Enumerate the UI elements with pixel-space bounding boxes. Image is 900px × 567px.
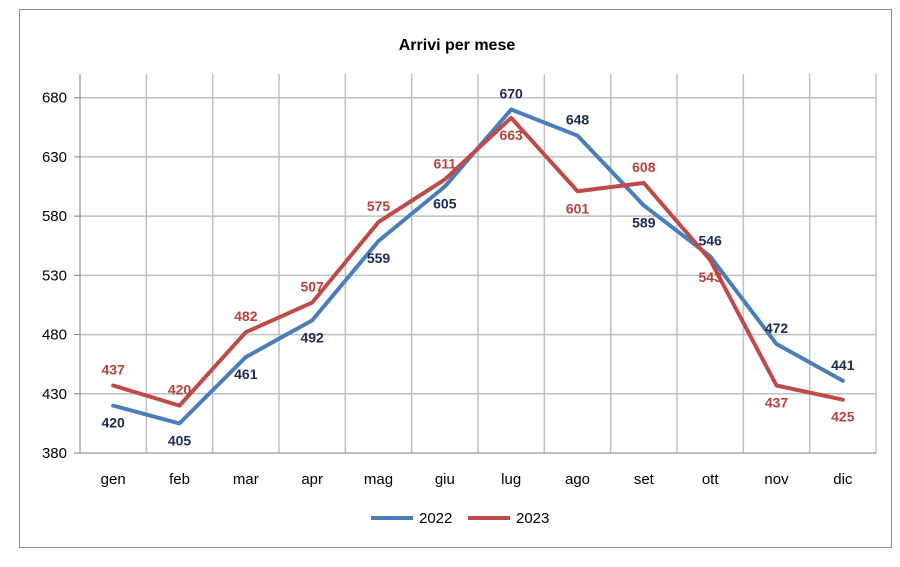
grid-lines bbox=[80, 74, 877, 453]
x-tick-label: mag bbox=[364, 471, 393, 488]
x-tick-label: giu bbox=[435, 471, 455, 488]
data-label: 575 bbox=[367, 198, 391, 214]
data-label: 605 bbox=[433, 196, 457, 212]
data-label: 425 bbox=[831, 409, 855, 425]
data-label: 482 bbox=[234, 308, 258, 324]
x-axis-ticks: gen feb mar apr mag giu lug ago set ott nov dic bbox=[101, 471, 853, 488]
y-tick-label: 680 bbox=[42, 90, 67, 107]
x-tick-label: feb bbox=[169, 471, 190, 488]
data-label: 472 bbox=[765, 320, 789, 336]
data-label: 648 bbox=[566, 112, 590, 128]
x-tick-label: gen bbox=[101, 471, 126, 488]
y-tick-label: 530 bbox=[42, 267, 67, 284]
data-labels: 420 405 461 492 559 605 670 648 589 546 472 441 437 4… bbox=[101, 86, 854, 449]
legend: 2022 2023 bbox=[371, 510, 549, 527]
y-tick-label: 630 bbox=[42, 149, 67, 166]
data-label: 420 bbox=[168, 382, 192, 398]
data-label: 437 bbox=[765, 394, 789, 410]
x-tick-label: set bbox=[634, 471, 655, 488]
x-tick-label: ago bbox=[565, 471, 590, 488]
data-label: 663 bbox=[499, 127, 523, 143]
legend-label-2023: 2023 bbox=[516, 510, 549, 527]
chart-title: Arrivi per mese bbox=[399, 37, 516, 54]
legend-label-2022: 2022 bbox=[419, 510, 452, 527]
x-tick-label: mar bbox=[233, 471, 259, 488]
data-label: 670 bbox=[499, 86, 523, 102]
x-tick-label: nov bbox=[764, 471, 789, 488]
data-label: 608 bbox=[632, 159, 656, 175]
x-tick-label: apr bbox=[301, 471, 323, 488]
data-label: 492 bbox=[300, 329, 324, 345]
data-label: 601 bbox=[566, 200, 590, 216]
y-axis-ticks: 380 430 480 530 580 630 680 bbox=[42, 90, 80, 462]
series-line-2023 bbox=[111, 115, 845, 408]
data-label: 546 bbox=[698, 232, 722, 248]
series-lines bbox=[111, 107, 845, 426]
data-label: 507 bbox=[300, 279, 324, 295]
y-tick-label: 380 bbox=[42, 445, 67, 462]
data-label: 461 bbox=[234, 366, 258, 382]
y-tick-label: 480 bbox=[42, 327, 67, 344]
data-label: 611 bbox=[434, 155, 457, 171]
x-tick-label: lug bbox=[501, 471, 521, 488]
data-label: 405 bbox=[168, 432, 192, 448]
data-label: 559 bbox=[367, 250, 391, 266]
y-tick-label: 430 bbox=[42, 386, 67, 403]
x-tick-label: dic bbox=[833, 471, 853, 488]
x-tick-label: ott bbox=[702, 471, 720, 488]
chart-frame bbox=[19, 9, 892, 548]
axes bbox=[79, 74, 876, 454]
data-label: 543 bbox=[698, 269, 722, 285]
data-label: 589 bbox=[632, 214, 656, 230]
data-label: 441 bbox=[831, 357, 855, 373]
y-tick-label: 580 bbox=[42, 208, 67, 225]
data-label: 420 bbox=[101, 415, 125, 431]
data-label: 437 bbox=[101, 361, 125, 377]
